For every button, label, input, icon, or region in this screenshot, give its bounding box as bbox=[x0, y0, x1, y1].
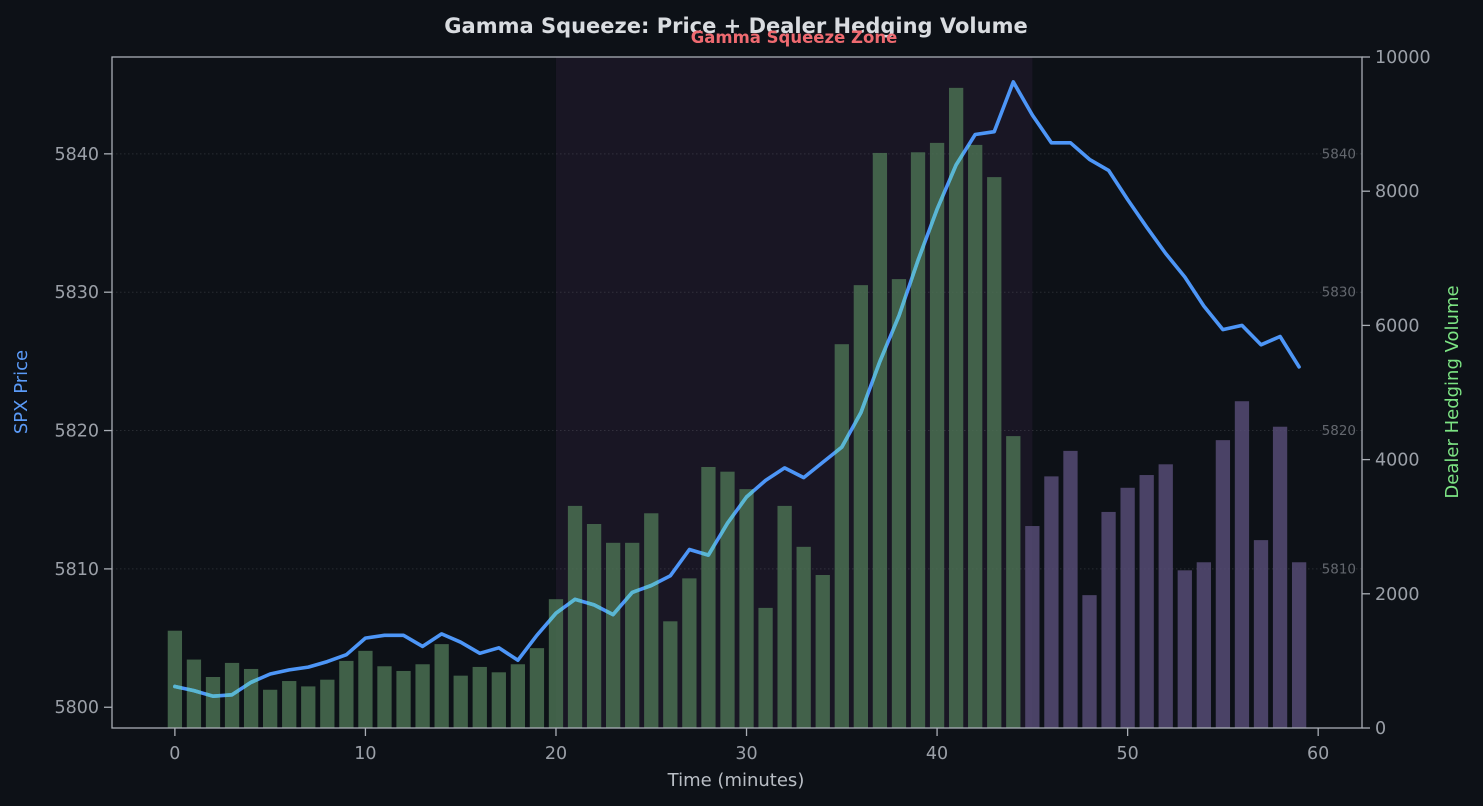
volume-bar bbox=[720, 471, 735, 728]
volume-bar bbox=[644, 513, 659, 728]
volume-bar bbox=[682, 578, 697, 728]
tick-labels: 0 10 20 30 40 50 60 5800 5810 5820 5830 5840 0 2000 40… bbox=[54, 48, 1430, 764]
volume-bar bbox=[1215, 440, 1231, 728]
chart-title: Gamma Squeeze: Price + Dealer Hedging Vo… bbox=[444, 14, 1027, 38]
volume-bar bbox=[186, 659, 202, 728]
right-volume-tick-label: 6000 bbox=[1375, 316, 1420, 336]
volume-bar bbox=[1044, 476, 1059, 728]
left-price-tick-label: 5800 bbox=[54, 698, 99, 718]
volume-bar bbox=[948, 87, 964, 729]
volume-bar bbox=[377, 666, 392, 728]
volume-bar bbox=[396, 670, 411, 728]
volume-bar bbox=[1177, 570, 1192, 728]
volume-bar bbox=[586, 524, 602, 728]
volume-bars bbox=[167, 87, 1307, 729]
volume-bar bbox=[167, 630, 183, 728]
volume-bar bbox=[1082, 595, 1097, 728]
volume-bar bbox=[1253, 540, 1269, 728]
volume-bar bbox=[910, 152, 926, 729]
volume-bar bbox=[891, 279, 907, 728]
volume-bar bbox=[548, 599, 564, 728]
volume-bar bbox=[1196, 562, 1211, 728]
volume-bar bbox=[1101, 511, 1116, 728]
volume-bar bbox=[663, 621, 678, 728]
volume-bar bbox=[1272, 426, 1288, 728]
volume-bar bbox=[1158, 464, 1173, 728]
volume-bar bbox=[205, 677, 221, 728]
volume-bar bbox=[434, 644, 449, 728]
volume-bar bbox=[339, 660, 354, 728]
x-tick-label: 60 bbox=[1307, 744, 1329, 764]
axes-spines-and-ticks bbox=[104, 56, 1370, 736]
volume-bar bbox=[701, 466, 716, 728]
volume-bar bbox=[1291, 562, 1307, 728]
volume-bar bbox=[320, 679, 335, 728]
volume-bar bbox=[1139, 475, 1154, 728]
volume-bar bbox=[777, 505, 792, 728]
inner-right-price-tick-label: 5830 bbox=[1322, 285, 1356, 301]
gamma-squeeze-zone-label: Gamma Squeeze Zone bbox=[691, 28, 898, 47]
volume-bar bbox=[472, 666, 487, 728]
inner-right-price-tick-label: 5810 bbox=[1322, 561, 1356, 577]
x-axis-label: Time (minutes) bbox=[667, 770, 805, 791]
left-price-tick-label: 5820 bbox=[54, 422, 99, 442]
inner-right-price-tick-label: 5820 bbox=[1322, 423, 1356, 439]
volume-bar bbox=[815, 575, 830, 728]
volume-bar bbox=[510, 664, 526, 728]
x-tick-label: 10 bbox=[354, 744, 376, 764]
volume-bar bbox=[301, 686, 316, 728]
right-volume-tick-label: 4000 bbox=[1375, 451, 1420, 471]
volume-bar bbox=[1006, 436, 1021, 728]
x-tick-label: 40 bbox=[926, 744, 948, 764]
volume-bar bbox=[987, 177, 1002, 728]
price-gridlines bbox=[112, 153, 1362, 570]
volume-bar bbox=[739, 489, 754, 728]
volume-bar bbox=[491, 672, 506, 728]
volume-bar bbox=[968, 144, 983, 728]
left-price-tick-label: 5810 bbox=[54, 560, 99, 580]
volume-bar bbox=[263, 689, 278, 728]
volume-bar bbox=[415, 664, 430, 728]
right-y-axis-label: Dealer Hedging Volume bbox=[1442, 285, 1463, 498]
volume-bar bbox=[567, 505, 583, 728]
left-price-tick-label: 5840 bbox=[54, 145, 99, 165]
volume-bar bbox=[853, 285, 869, 728]
right-volume-tick-label: 0 bbox=[1375, 719, 1386, 739]
x-tick-label: 0 bbox=[169, 744, 180, 764]
volume-bar bbox=[1063, 450, 1078, 728]
volume-bar bbox=[929, 142, 945, 728]
volume-bar bbox=[605, 542, 621, 728]
volume-bar bbox=[282, 681, 297, 728]
volume-bar bbox=[453, 675, 468, 728]
volume-bar bbox=[625, 542, 640, 728]
volume-bar bbox=[1120, 487, 1135, 728]
right-volume-tick-label: 2000 bbox=[1375, 585, 1420, 605]
spx-price-line bbox=[173, 80, 1301, 699]
volume-bar bbox=[758, 607, 773, 728]
right-volume-tick-label: 8000 bbox=[1375, 182, 1420, 202]
volume-bar bbox=[529, 648, 545, 728]
volume-bar bbox=[358, 650, 373, 728]
volume-bar bbox=[872, 152, 888, 728]
volume-bar bbox=[1234, 401, 1250, 728]
x-tick-label: 30 bbox=[735, 744, 757, 764]
volume-bar bbox=[243, 668, 259, 728]
volume-bar bbox=[1025, 526, 1040, 728]
volume-bar bbox=[834, 344, 849, 728]
x-tick-label: 20 bbox=[545, 744, 567, 764]
x-tick-label: 50 bbox=[1116, 744, 1138, 764]
inner-right-price-tick-label: 5840 bbox=[1322, 146, 1356, 162]
left-price-tick-label: 5830 bbox=[54, 283, 99, 303]
left-y-axis-label: SPX Price bbox=[11, 350, 32, 434]
volume-bar bbox=[796, 546, 811, 728]
right-volume-tick-label: 10000 bbox=[1375, 48, 1431, 68]
